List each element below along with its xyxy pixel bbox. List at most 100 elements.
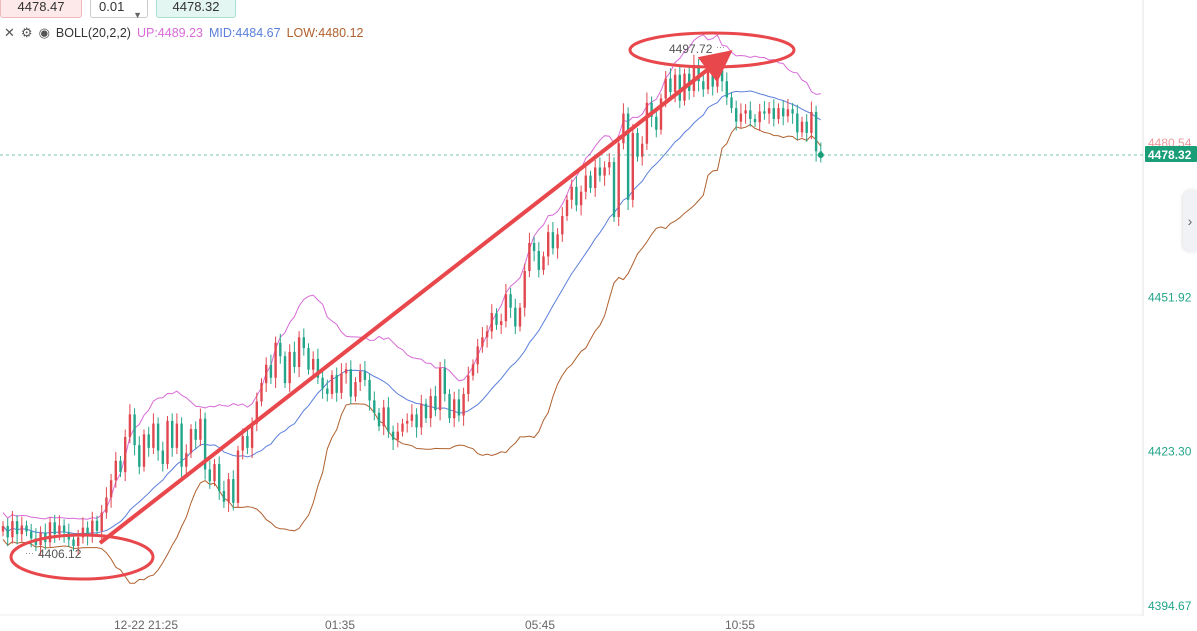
candle-body [429, 396, 432, 419]
candle-body [406, 420, 409, 424]
candle [424, 398, 428, 424]
candle [203, 412, 207, 480]
candle-body [518, 307, 522, 327]
candle [62, 519, 66, 543]
candle [396, 422, 399, 448]
candle-body [673, 74, 677, 92]
expand-panel-button[interactable]: › [1183, 190, 1197, 252]
candle [448, 389, 451, 424]
candle [561, 207, 564, 242]
candle-body [241, 435, 244, 451]
candle [749, 101, 752, 127]
candle [349, 360, 352, 405]
candle [800, 116, 804, 138]
candle [739, 103, 743, 128]
x-tick-label: 01:35 [325, 618, 355, 631]
candle [584, 166, 587, 200]
candle-body [453, 399, 456, 419]
chevron-down-icon[interactable]: ▼ [133, 10, 142, 20]
candle-body [194, 428, 197, 440]
candle [547, 224, 550, 266]
candle-body [81, 527, 85, 538]
candle-body [457, 399, 461, 416]
candle-body [814, 111, 818, 152]
close-icon[interactable]: ✕ [4, 25, 15, 40]
candle-body [796, 113, 799, 133]
candle [730, 92, 733, 114]
candle-body [133, 414, 136, 446]
candle [255, 392, 258, 432]
candle [326, 379, 329, 402]
candle [274, 336, 277, 389]
candle [579, 185, 583, 216]
candle [608, 153, 611, 176]
settings-icon[interactable]: ⚙ [20, 25, 33, 40]
candle [166, 416, 169, 469]
candle [735, 100, 738, 131]
candle [335, 367, 338, 402]
candle [476, 338, 479, 374]
candle [128, 404, 132, 444]
candle [467, 366, 470, 402]
candle [377, 407, 381, 432]
candle [744, 104, 747, 124]
candle [6, 518, 9, 547]
candle-body [48, 522, 52, 543]
candle [758, 103, 761, 132]
boll-low-line [2, 123, 822, 584]
candle-body [255, 401, 258, 424]
candle-body [171, 420, 174, 448]
candle [161, 441, 164, 472]
candle-body [363, 371, 367, 380]
candle-body [175, 423, 179, 448]
candle [500, 313, 503, 334]
candle-body [631, 132, 634, 200]
candle-body [53, 522, 56, 535]
candle-body [156, 423, 160, 451]
chevron-right-icon: › [1187, 213, 1193, 229]
candle [222, 480, 226, 508]
candle [269, 354, 273, 384]
candle [518, 302, 522, 332]
candle-body [1, 526, 5, 532]
candle-body [391, 431, 395, 440]
candle [48, 517, 52, 548]
candle-body [617, 143, 620, 218]
candle-body [471, 364, 475, 376]
eye-icon[interactable]: ◉ [38, 25, 50, 40]
annotations: 4497.72 ··· 4406.12 ··· [9, 31, 796, 581]
candle [509, 287, 512, 318]
candle [288, 344, 291, 393]
candle [279, 333, 282, 364]
candle-body [335, 375, 338, 393]
candle [645, 92, 649, 150]
candle [763, 101, 766, 120]
candle-body [720, 70, 724, 82]
candle [100, 505, 103, 540]
x-axis-ticks: 12-22 21:25 01:35 05:45 10:55 [114, 618, 755, 631]
candle [340, 363, 343, 400]
buy-price: 4478.32 [172, 0, 220, 14]
candle [391, 425, 395, 451]
candle [805, 114, 808, 142]
candle-body [467, 375, 470, 394]
quantity-input[interactable]: 0.01 ▼ [90, 0, 148, 20]
candle-body [396, 431, 399, 440]
sell-price-box[interactable]: 4478.47 [0, 0, 82, 18]
candle-body [448, 393, 451, 419]
buy-price-box[interactable]: 4478.32 [156, 0, 236, 18]
candle-body [805, 121, 808, 133]
sell-price: 4478.47 [17, 0, 65, 14]
candle-body [86, 527, 89, 536]
candle-body [434, 396, 437, 411]
candle [194, 421, 197, 449]
candle [791, 103, 794, 124]
candle-body [749, 110, 752, 119]
y-tick-label: 4451.92 [1148, 290, 1192, 304]
candle-body [62, 525, 66, 533]
candle-body [302, 337, 305, 349]
candle-body [147, 434, 150, 448]
candle-body [77, 537, 80, 546]
